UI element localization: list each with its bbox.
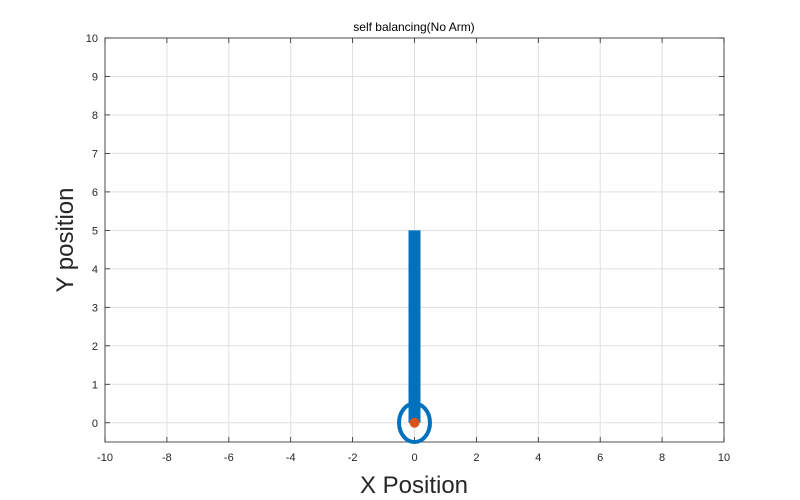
chart-title: self balancing(No Arm): [353, 20, 474, 34]
x-tick-label: 0: [411, 452, 417, 464]
y-tick-label: 4: [92, 264, 98, 276]
y-tick-label: 10: [86, 33, 98, 45]
y-tick-label: 9: [92, 71, 98, 83]
x-tick-label: -2: [348, 452, 358, 464]
y-tick-label: 3: [92, 302, 98, 314]
x-tick-label: 8: [659, 452, 665, 464]
x-tick-label: 6: [597, 452, 603, 464]
y-tick-label: 5: [92, 225, 98, 237]
plot-area: -10 -8 -6 -4 -2 0 2 4 6 8 10 0 1 2 3 4 5 6 7 8 9 10: [86, 33, 730, 464]
x-axis-label: X Position: [360, 472, 468, 499]
x-tick-label: 2: [473, 452, 479, 464]
x-tick-label: 10: [718, 452, 730, 464]
wheel-circle: [397, 401, 432, 444]
x-tick-label: -6: [224, 452, 234, 464]
pivot-point: [409, 417, 420, 428]
x-tick-label: -10: [97, 452, 113, 464]
x-tick-label: 4: [535, 452, 541, 464]
x-tick-label: -4: [286, 452, 296, 464]
y-tick-label: 2: [92, 341, 98, 353]
y-axis-label: Y position: [52, 188, 79, 293]
y-tick-label: 6: [92, 187, 98, 199]
x-tick-label: -8: [162, 452, 172, 464]
y-tick-label: 1: [92, 379, 98, 391]
y-tick-label: 7: [92, 148, 98, 160]
y-tick-label: 0: [92, 418, 98, 430]
y-tick-label: 8: [92, 110, 98, 122]
